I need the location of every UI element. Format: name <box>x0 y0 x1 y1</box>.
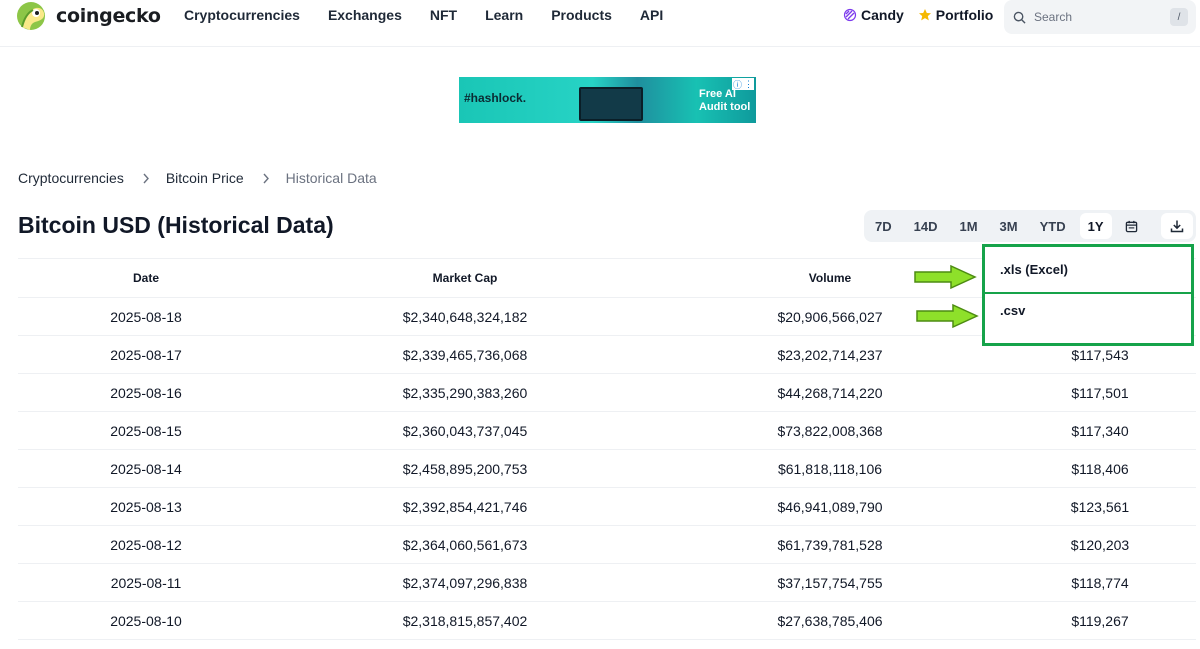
nav-nft[interactable]: NFT <box>429 7 458 23</box>
calendar-button[interactable] <box>1118 213 1146 239</box>
chevron-right-icon <box>142 173 150 184</box>
cell-market-cap: $2,318,815,857,402 <box>274 601 656 640</box>
ad-more-icon: ⋮ <box>743 78 753 89</box>
download-icon <box>1170 220 1184 233</box>
download-csv-option[interactable]: .csv <box>1000 302 1026 318</box>
candy-link[interactable]: Candy <box>843 7 904 23</box>
breadcrumb-historical-data: Historical Data <box>285 170 377 186</box>
cell-price: $117,340 <box>1004 411 1196 450</box>
search-icon <box>1013 11 1026 24</box>
cell-volume: $44,268,714,220 <box>656 373 1004 412</box>
range-ytd[interactable]: YTD <box>1039 218 1066 234</box>
cell-volume: $27,638,785,406 <box>656 601 1004 640</box>
cell-date: 2025-08-10 <box>18 601 274 640</box>
cell-market-cap: $2,364,060,561,673 <box>274 525 656 564</box>
star-icon <box>918 9 931 21</box>
breadcrumb-bitcoin-price[interactable]: Bitcoin Price <box>165 170 244 186</box>
nav-products[interactable]: Products <box>551 7 612 23</box>
cell-price: $119,267 <box>1004 601 1196 640</box>
cell-market-cap: $2,360,043,737,045 <box>274 411 656 450</box>
user-links: Candy Portfolio <box>843 7 1007 23</box>
search-box[interactable]: / <box>1004 0 1196 34</box>
range-7d[interactable]: 7D <box>875 218 892 234</box>
cell-date: 2025-08-14 <box>18 449 274 488</box>
cell-market-cap: $2,392,854,421,746 <box>274 487 656 526</box>
candy-icon <box>843 8 857 22</box>
main-nav: Cryptocurrencies Exchanges NFT Learn Pro… <box>170 7 677 23</box>
brand-name: coingecko <box>56 5 161 27</box>
ad-line-2: Audit tool <box>699 101 751 113</box>
ad-text: Free AI Audit tool <box>699 88 750 114</box>
gecko-logo-icon <box>17 2 45 30</box>
cell-market-cap: $2,335,290,383,260 <box>274 373 656 412</box>
calendar-icon <box>1125 220 1138 232</box>
cell-date: 2025-08-15 <box>18 411 274 450</box>
cell-market-cap: $2,458,895,200,753 <box>274 449 656 488</box>
time-range-selector: 7D 14D 1M 3M YTD 1Y <box>864 210 1196 242</box>
cell-volume: $46,941,089,790 <box>656 487 1004 526</box>
range-14d[interactable]: 14D <box>913 218 938 234</box>
table-row: 2025-08-14 $2,458,895,200,753 $61,818,11… <box>18 449 1196 488</box>
ad-monitor-graphic <box>579 87 643 121</box>
cell-price: $118,774 <box>1004 563 1196 602</box>
download-format-menu: .xls (Excel) .csv <box>982 244 1194 346</box>
cell-market-cap: $2,339,465,736,068 <box>274 335 656 374</box>
nav-exchanges[interactable]: Exchanges <box>327 7 402 23</box>
cell-volume: $61,818,118,106 <box>656 449 1004 488</box>
search-shortcut-key: / <box>1170 8 1188 26</box>
cell-date: 2025-08-18 <box>18 297 274 336</box>
arrow-right-icon <box>914 264 977 290</box>
coingecko-logo[interactable]: coingecko <box>16 1 161 31</box>
breadcrumb: Cryptocurrencies Bitcoin Price Historica… <box>18 170 377 186</box>
cell-volume: $37,157,754,755 <box>656 563 1004 602</box>
portfolio-label: Portfolio <box>935 7 994 23</box>
header-market-cap[interactable]: Market Cap <box>274 258 656 298</box>
nav-api[interactable]: API <box>639 7 664 23</box>
cell-price: $123,561 <box>1004 487 1196 526</box>
search-input[interactable] <box>1032 9 1166 25</box>
nav-cryptocurrencies[interactable]: Cryptocurrencies <box>184 7 300 23</box>
page-title: Bitcoin USD (Historical Data) <box>18 212 334 238</box>
cell-price: $118,406 <box>1004 449 1196 488</box>
cell-date: 2025-08-13 <box>18 487 274 526</box>
candy-label: Candy <box>861 7 904 23</box>
breadcrumb-cryptocurrencies[interactable]: Cryptocurrencies <box>18 170 124 186</box>
download-button[interactable] <box>1161 213 1193 239</box>
cell-market-cap: $2,340,648,324,182 <box>274 297 656 336</box>
nav-learn[interactable]: Learn <box>485 7 524 23</box>
ad-banner[interactable]: #hashlock. Free AI Audit tool ⓘ ⋮ <box>459 77 756 123</box>
table-row: 2025-08-16 $2,335,290,383,260 $44,268,71… <box>18 373 1196 412</box>
cell-market-cap: $2,374,097,296,838 <box>274 563 656 602</box>
range-3m[interactable]: 3M <box>999 218 1018 234</box>
cell-volume: $23,202,714,237 <box>656 335 1004 374</box>
range-1m[interactable]: 1M <box>959 218 978 234</box>
table-row: 2025-08-13 $2,392,854,421,746 $46,941,08… <box>18 487 1196 526</box>
portfolio-link[interactable]: Portfolio <box>918 7 994 23</box>
ad-line-1: Free AI <box>699 88 736 100</box>
cell-date: 2025-08-17 <box>18 335 274 374</box>
chevron-right-icon <box>262 173 270 184</box>
cell-volume: $73,822,008,368 <box>656 411 1004 450</box>
table-row: 2025-08-17 $2,339,465,736,068 $23,202,71… <box>18 335 1196 374</box>
range-1y[interactable]: 1Y <box>1079 213 1112 239</box>
cell-date: 2025-08-16 <box>18 373 274 412</box>
cell-date: 2025-08-11 <box>18 563 274 602</box>
cell-price: $117,501 <box>1004 373 1196 412</box>
download-xls-option[interactable]: .xls (Excel) <box>985 247 1191 294</box>
ad-info-icon[interactable]: ⓘ ⋮ <box>732 78 754 90</box>
ad-brand: #hashlock. <box>464 91 527 105</box>
cell-price: $120,203 <box>1004 525 1196 564</box>
header-date[interactable]: Date <box>18 258 274 298</box>
table-row: 2025-08-15 $2,360,043,737,045 $73,822,00… <box>18 411 1196 450</box>
ad-choices-icon: ⓘ <box>732 79 742 90</box>
arrow-right-icon <box>916 303 979 329</box>
cell-volume: $61,739,781,528 <box>656 525 1004 564</box>
table-row: 2025-08-12 $2,364,060,561,673 $61,739,78… <box>18 525 1196 564</box>
table-row: 2025-08-11 $2,374,097,296,838 $37,157,75… <box>18 563 1196 602</box>
cell-date: 2025-08-12 <box>18 525 274 564</box>
top-navigation: coingecko Cryptocurrencies Exchanges NFT… <box>0 0 1200 47</box>
table-row: 2025-08-10 $2,318,815,857,402 $27,638,78… <box>18 601 1196 640</box>
